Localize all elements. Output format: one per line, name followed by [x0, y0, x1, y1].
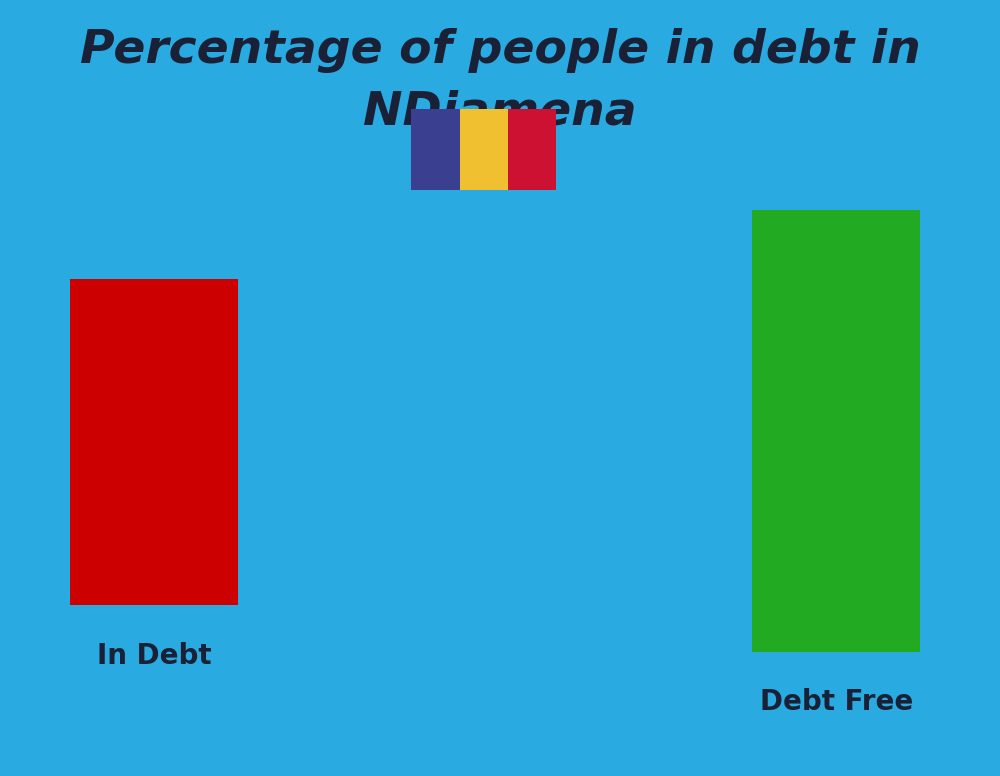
Bar [460, 109, 508, 190]
Text: Percentage of people in debt in: Percentage of people in debt in [80, 28, 920, 73]
Bar [752, 210, 920, 652]
Bar [70, 279, 238, 605]
Text: 35%: 35% [78, 516, 231, 578]
Text: NDjamena: NDjamena [363, 90, 637, 135]
Text: In Debt: In Debt [97, 642, 212, 670]
Text: 65%: 65% [760, 563, 913, 625]
Text: Debt Free: Debt Free [760, 688, 913, 716]
Bar [411, 109, 460, 190]
Bar [508, 109, 556, 190]
